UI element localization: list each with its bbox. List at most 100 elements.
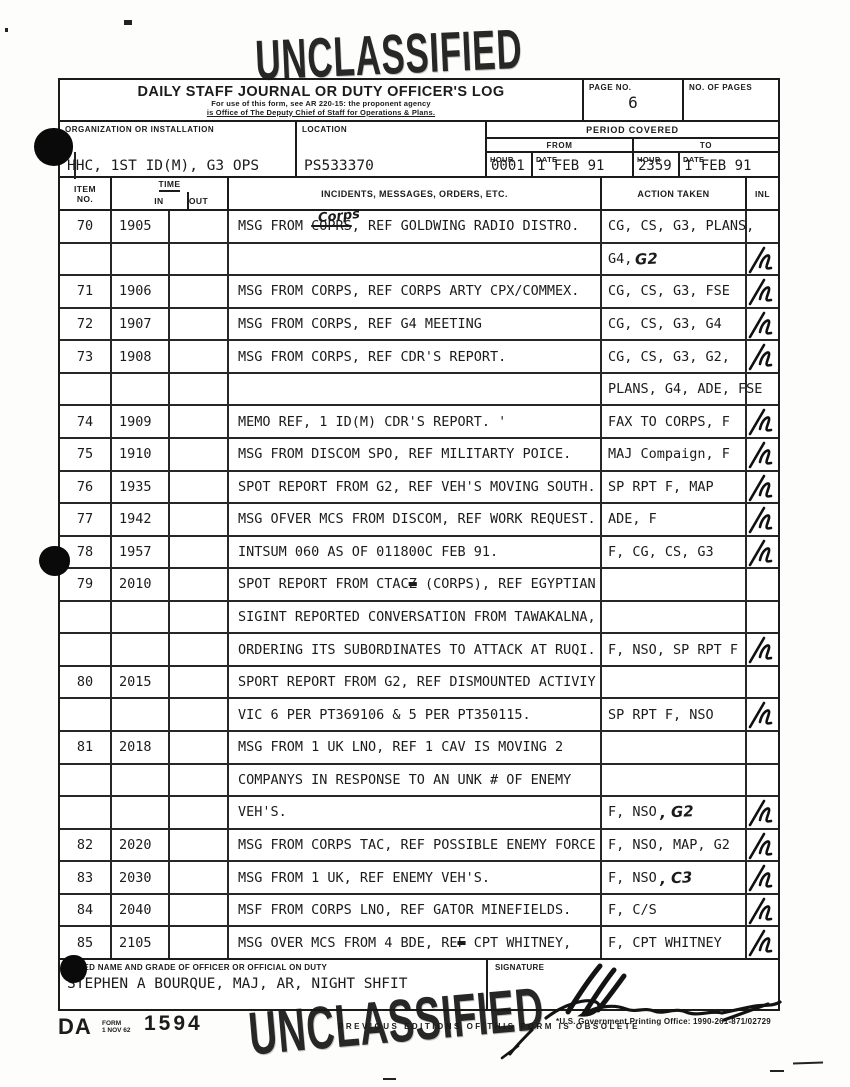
incident-text: , REF GOLDWING RADIO DISTRO. bbox=[351, 218, 580, 235]
action-text: F, NSO, SP RPT F bbox=[608, 641, 739, 658]
incident-cell: SPOT REPORT FROM G2, REF VEH'S MOVING SO… bbox=[229, 471, 602, 503]
time-in: 1910 bbox=[119, 446, 152, 463]
col-header-inl: INL bbox=[755, 188, 770, 199]
col-header-out: OUT bbox=[188, 195, 209, 206]
incident-text: MSG FROM CORPS, REF CORPS ARTY CPX/COMME… bbox=[238, 283, 580, 300]
item-no: 70 bbox=[76, 218, 94, 235]
incident-cell: MSG OVER MCS FROM 4 BDE, RE F CPT WHITNEY… bbox=[229, 927, 602, 958]
typed-name-cell: TYPED NAME AND GRADE OF OFFICER OR OFFIC… bbox=[60, 960, 488, 1009]
action-text: CG, CS, G3, FSE bbox=[608, 283, 730, 300]
item-no-cell bbox=[60, 797, 112, 828]
initials-cell bbox=[747, 765, 778, 796]
initials-cell bbox=[747, 439, 778, 470]
time-in-cell: 2030 bbox=[112, 862, 170, 893]
action-taken-cell: F, CG, CS, G3 bbox=[602, 536, 747, 568]
initials-mark bbox=[748, 343, 773, 371]
time-out-cell bbox=[170, 666, 229, 698]
time-in-cell bbox=[112, 699, 170, 730]
from-date-label: DATE bbox=[536, 155, 558, 164]
incident-text: SIGINT REPORTED CONVERSATION FROM TAWAKA… bbox=[238, 609, 596, 626]
time-in: 1908 bbox=[119, 348, 152, 365]
time-out-cell bbox=[170, 732, 229, 763]
action-taken-cell bbox=[602, 764, 747, 796]
incident-text: COMPANYS IN RESPONSE TO AN UNK # OF ENEM… bbox=[238, 771, 572, 788]
item-no: 72 bbox=[76, 315, 94, 332]
initials-mark bbox=[748, 474, 773, 501]
action-taken-cell: F, C/S bbox=[602, 894, 747, 926]
period-hourdate-row: HOUR 0001 DATE 1 FEB 91 HOUR 2359 DATE 1… bbox=[487, 153, 778, 176]
incident-text: MSF FROM CORPS LNO, REF GATOR MINEFIELDS… bbox=[238, 902, 572, 919]
incident-text: ORDERING ITS SUBORDINATES TO ATTACK AT R… bbox=[238, 641, 596, 658]
log-row: 80 2015 SPORT REPORT FROM G2, REF DISMOUNT… bbox=[60, 666, 778, 700]
item-no-cell: 75 bbox=[60, 438, 112, 470]
action-taken-cell: F, NSO, G2 bbox=[602, 797, 747, 828]
log-row: PLANS, G4, ADE, FSE bbox=[60, 373, 778, 407]
item-no: 73 bbox=[76, 348, 94, 365]
time-out-cell bbox=[170, 927, 229, 958]
log-table: ITEM NO. TIME IN OUT INCIDENTS, MESSAGES… bbox=[58, 178, 780, 958]
form-prefix: DA bbox=[58, 1014, 92, 1039]
action-text: PLANS, G4, ADE, FSE bbox=[608, 381, 763, 398]
incident-cell: ORDERING ITS SUBORDINATES TO ATTACK AT R… bbox=[229, 634, 602, 665]
log-row: 74 1909 MEMO REF, 1 ID(M) CDR'S REPORT. ' F… bbox=[60, 406, 778, 439]
signature-cell: SIGNATURE bbox=[488, 960, 778, 1009]
item-no-cell: 78 bbox=[60, 536, 112, 568]
time-out-cell bbox=[170, 276, 229, 307]
initials-mark bbox=[748, 897, 773, 925]
action-text: G4, bbox=[608, 250, 633, 267]
log-row: 72 1907 MSG FROM CORPS, REF G4 MEETING CG, … bbox=[60, 308, 778, 342]
time-in-cell: 1907 bbox=[112, 308, 170, 340]
item-no-cell bbox=[60, 601, 112, 633]
incident-cell: COMPANYS IN RESPONSE TO AN UNK # OF ENEM… bbox=[229, 764, 602, 796]
time-out-cell bbox=[170, 243, 229, 275]
form-edition: 1 NOV 62 bbox=[102, 1027, 131, 1034]
log-row: 76 1935 SPOT REPORT FROM G2, REF VEH'S MOV… bbox=[60, 471, 778, 505]
action-text: F, C/S bbox=[608, 902, 657, 919]
initials-cell bbox=[747, 634, 778, 665]
action-taken-cell: CG, CS, G3, G4 bbox=[602, 308, 747, 340]
item-no-cell bbox=[60, 764, 112, 796]
item-no: 83 bbox=[76, 869, 94, 886]
log-row: ORDERING ITS SUBORDINATES TO ATTACK AT R… bbox=[60, 634, 778, 667]
time-out-cell bbox=[170, 797, 229, 828]
incident-text: MSG FROM CORPS, REF CDR'S REPORT. bbox=[238, 348, 507, 365]
initials-mark bbox=[748, 539, 773, 566]
time-header: TIME bbox=[158, 178, 181, 192]
form-fineprint-line1: For use of this form, see AR 220-15: the… bbox=[211, 99, 431, 108]
initials-mark bbox=[748, 278, 773, 306]
initials-cell bbox=[747, 537, 778, 568]
obsolete-note: PREVIOUS EDITIONS OF THIS FORM IS OBSOLE… bbox=[338, 1022, 640, 1031]
initials-cell bbox=[747, 699, 778, 730]
log-table-header: ITEM NO. TIME IN OUT INCIDENTS, MESSAGES… bbox=[60, 178, 778, 211]
time-out-cell bbox=[170, 894, 229, 926]
to-date-label: DATE bbox=[683, 155, 705, 164]
log-row: G4, G2 bbox=[60, 243, 778, 277]
item-header-line2: NO. bbox=[76, 193, 94, 204]
location-value: PS533370 bbox=[304, 158, 374, 174]
action-text: CG, CS, G3, G2, bbox=[608, 348, 730, 365]
time-in-cell bbox=[112, 601, 170, 633]
hole-punch-top bbox=[34, 128, 73, 166]
no-of-pages-cell: NO. OF PAGES bbox=[684, 80, 778, 120]
initials-mark bbox=[748, 832, 773, 859]
action-taken-cell: F, NSO, MAP, G2 bbox=[602, 829, 747, 861]
time-in: 2010 bbox=[119, 576, 152, 593]
initials-cell bbox=[747, 862, 778, 893]
handwritten-action: , C3 bbox=[659, 867, 693, 888]
action-text: F, CPT WHITNEY bbox=[608, 934, 722, 951]
action-taken-cell: F, CPT WHITNEY bbox=[602, 927, 747, 958]
signature-label: SIGNATURE bbox=[495, 963, 545, 972]
time-in: 1935 bbox=[119, 478, 152, 495]
time-out-cell bbox=[170, 829, 229, 861]
log-row: 77 1942 MSG OFVER MCS FROM DISCOM, REF WOR… bbox=[60, 504, 778, 537]
incident-cell bbox=[229, 243, 602, 275]
from-date-cell: DATE 1 FEB 91 bbox=[533, 153, 634, 176]
log-row: 71 1906 MSG FROM CORPS, REF CORPS ARTY CPX… bbox=[60, 276, 778, 309]
item-no-cell: 73 bbox=[60, 341, 112, 372]
time-in-cell bbox=[112, 764, 170, 796]
handwritten-action: G2 bbox=[634, 249, 659, 269]
gpo-note: *U.S. Government Printing Office: 1990-2… bbox=[556, 1017, 771, 1026]
incident-text: MEMO REF, 1 ID(M) CDR'S REPORT. ' bbox=[238, 413, 507, 430]
log-row: 84 2040 MSF FROM CORPS LNO, REF GATOR MINE… bbox=[60, 894, 778, 928]
col-header-time: TIME IN OUT bbox=[112, 178, 229, 209]
